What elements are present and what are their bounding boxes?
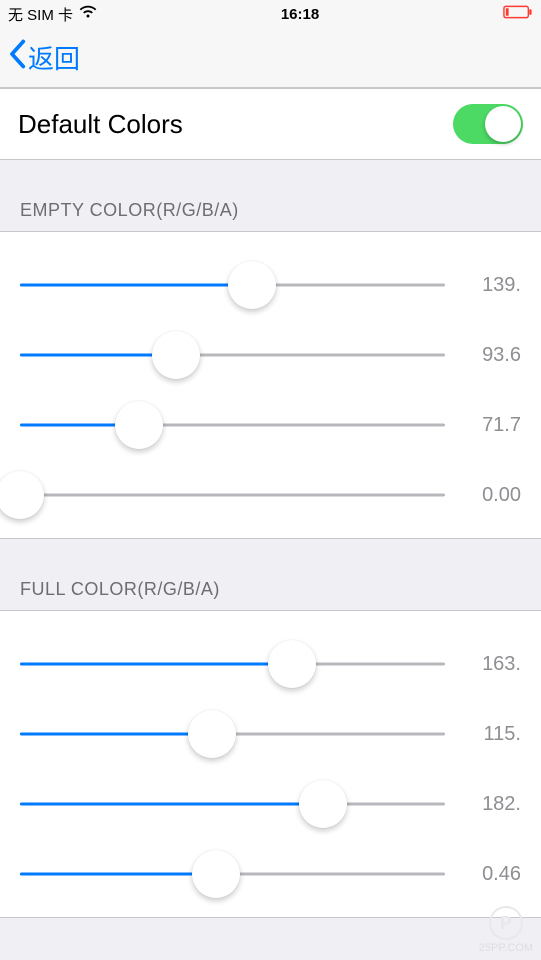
chevron-left-icon <box>8 39 26 76</box>
full-slider-3[interactable] <box>20 849 445 899</box>
full-color-body: 163. 115. 182. 0.46 <box>0 610 541 918</box>
status-time: 16:18 <box>281 6 319 23</box>
watermark-text: 25PP.COM <box>479 942 533 954</box>
wifi-icon <box>79 5 97 23</box>
full-slider-2[interactable] <box>20 779 445 829</box>
slider-thumb[interactable] <box>115 401 163 449</box>
empty-slider-value-3: 0.00 <box>463 484 521 507</box>
slider-fill <box>20 733 212 736</box>
empty-slider-row-1: 93.6 <box>0 320 541 390</box>
full-color-section: FULL COLOR(R/G/B/A) 163. 115. 182. 0.46 <box>0 579 541 918</box>
empty-slider-2[interactable] <box>20 400 445 450</box>
slider-thumb[interactable] <box>152 331 200 379</box>
slider-thumb[interactable] <box>268 640 316 688</box>
slider-thumb[interactable] <box>228 261 276 309</box>
empty-slider-1[interactable] <box>20 330 445 380</box>
slider-fill <box>20 663 292 666</box>
full-slider-0[interactable] <box>20 639 445 689</box>
back-label: 返回 <box>28 39 80 76</box>
slider-thumb[interactable] <box>188 710 236 758</box>
full-slider-value-0: 163. <box>463 653 521 676</box>
default-colors-row: Default Colors <box>0 88 541 160</box>
slider-thumb[interactable] <box>192 850 240 898</box>
full-slider-row-2: 182. <box>0 769 541 839</box>
full-slider-row-0: 163. <box>0 629 541 699</box>
empty-slider-row-0: 139. <box>0 250 541 320</box>
full-slider-value-3: 0.46 <box>463 863 521 886</box>
watermark-badge: P <box>489 906 523 940</box>
empty-slider-row-2: 71.7 <box>0 390 541 460</box>
empty-slider-row-3: 0.00 <box>0 460 541 530</box>
full-slider-value-2: 182. <box>463 793 521 816</box>
status-bar: 无 SIM 卡 16:18 <box>0 0 541 28</box>
empty-color-body: 139. 93.6 71.7 0.00 <box>0 231 541 539</box>
full-slider-row-3: 0.46 <box>0 839 541 909</box>
watermark: P 25PP.COM <box>479 906 533 954</box>
empty-slider-value-0: 139. <box>463 274 521 297</box>
full-color-header: FULL COLOR(R/G/B/A) <box>0 579 541 610</box>
carrier-text: 无 SIM 卡 <box>8 4 73 25</box>
switch-knob <box>485 106 521 142</box>
nav-bar: 返回 <box>0 28 541 88</box>
default-colors-switch[interactable] <box>453 104 523 144</box>
slider-fill <box>20 873 216 876</box>
slider-thumb[interactable] <box>0 471 44 519</box>
empty-slider-value-1: 93.6 <box>463 344 521 367</box>
slider-track <box>20 494 445 497</box>
empty-color-header: EMPTY COLOR(R/G/B/A) <box>0 200 541 231</box>
slider-fill <box>20 803 323 806</box>
default-colors-label: Default Colors <box>18 109 183 140</box>
empty-slider-0[interactable] <box>20 260 445 310</box>
slider-fill <box>20 284 252 287</box>
full-slider-row-1: 115. <box>0 699 541 769</box>
back-button[interactable]: 返回 <box>8 39 80 76</box>
status-left: 无 SIM 卡 <box>8 4 97 25</box>
battery-icon <box>503 5 533 23</box>
full-slider-1[interactable] <box>20 709 445 759</box>
slider-thumb[interactable] <box>299 780 347 828</box>
empty-slider-3[interactable] <box>20 470 445 520</box>
full-slider-value-1: 115. <box>463 723 521 746</box>
empty-slider-value-2: 71.7 <box>463 414 521 437</box>
empty-color-section: EMPTY COLOR(R/G/B/A) 139. 93.6 71.7 0.00 <box>0 200 541 539</box>
